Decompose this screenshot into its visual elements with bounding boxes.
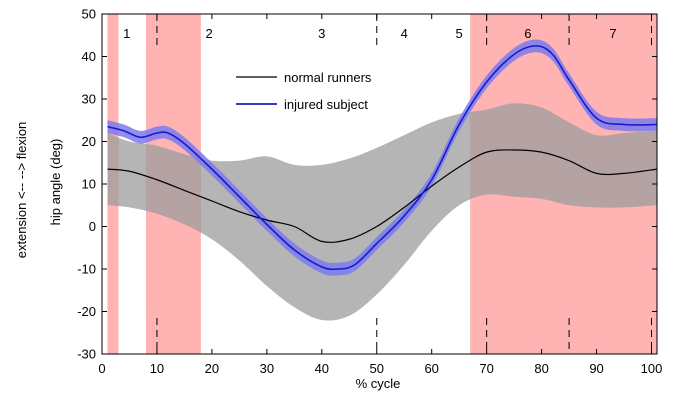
x-tick-label: 50 [370, 361, 384, 376]
normal-runners-band [107, 103, 657, 321]
series-line-normal-runners [107, 149, 658, 243]
x-tick-label: 100 [641, 361, 663, 376]
series-line-injured-subject [107, 45, 658, 271]
series-lines [107, 45, 658, 271]
legend-label-1: normal runners [284, 70, 372, 85]
phase-boundaries: 1 2 3 4 5 6 7 [123, 14, 653, 354]
phase-label-2: 2 [206, 26, 213, 41]
y-tick-label: -30 [77, 347, 96, 362]
y-axis-outer-label: extension <-- --> flexion [14, 122, 29, 259]
x-tick-label: 60 [424, 361, 438, 376]
phase-label-6: 6 [524, 26, 531, 41]
legend: normal runners injured subject [236, 70, 372, 112]
y-axis-label: hip angle (deg) [48, 139, 63, 226]
x-tick-label: 30 [260, 361, 274, 376]
phase-label-4: 4 [401, 26, 408, 41]
x-tick-label: 70 [479, 361, 493, 376]
y-tick-label: -10 [77, 262, 96, 277]
y-tick-label: 50 [82, 7, 96, 22]
x-tick-label: 90 [589, 361, 603, 376]
phase-label-1: 1 [123, 26, 130, 41]
y-tick-label: 0 [89, 219, 96, 234]
x-tick-label: 40 [315, 361, 329, 376]
y-tick-label: 10 [82, 177, 96, 192]
axes: 0 10 20 30 40 50 60 70 80 90 100 -30 -20 -10 0 10 20 30 40… [77, 7, 662, 377]
y-tick-label: 40 [82, 49, 96, 64]
y-tick-label: 30 [82, 92, 96, 107]
normal-runners-std-band [107, 103, 657, 321]
x-tick-label: 80 [534, 361, 548, 376]
x-tick-label: 20 [205, 361, 219, 376]
x-axis-label: % cycle [356, 376, 401, 391]
y-tick-label: -20 [77, 304, 96, 319]
phase-label-7: 7 [609, 26, 616, 41]
x-tick-label: 10 [150, 361, 164, 376]
legend-label-2: injured subject [284, 97, 368, 112]
x-tick-label: 0 [98, 361, 105, 376]
phase-label-3: 3 [318, 26, 325, 41]
phase-label-5: 5 [456, 26, 463, 41]
y-tick-label: 20 [82, 134, 96, 149]
